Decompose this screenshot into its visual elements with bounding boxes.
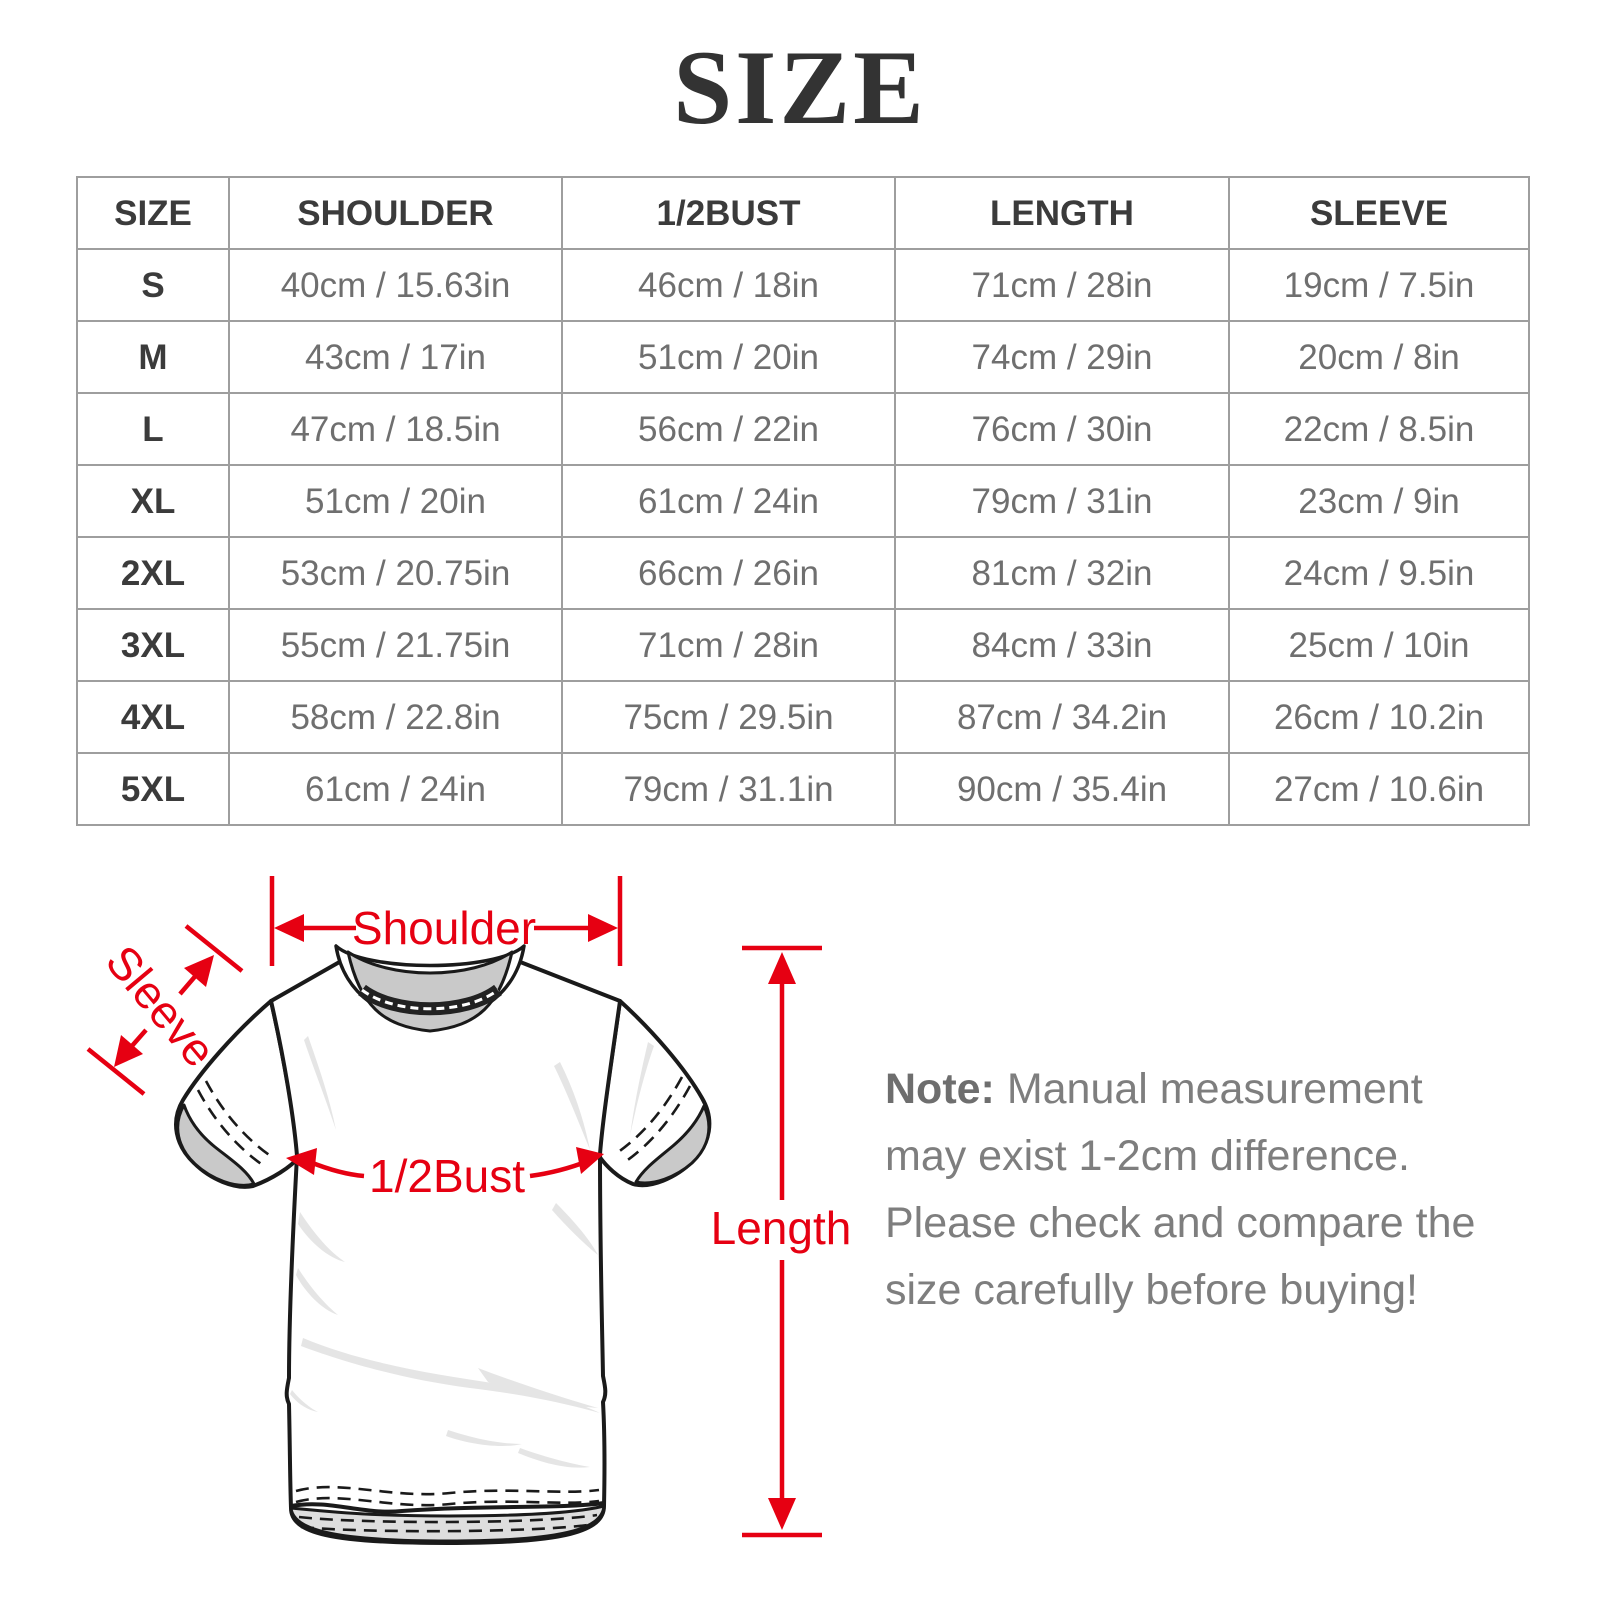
- measurement-cell: 22cm / 8.5in: [1228, 392, 1530, 466]
- table-row: L 47cm / 18.5in 56cm / 22in 76cm / 30in 22cm…: [76, 392, 1530, 466]
- measurement-cell: 43cm / 17in: [228, 320, 563, 394]
- column-header: LENGTH: [894, 176, 1230, 250]
- column-header: 1/2BUST: [561, 176, 896, 250]
- measurement-cell: 55cm / 21.75in: [228, 608, 563, 682]
- measurement-cell: 75cm / 29.5in: [561, 680, 896, 754]
- measurement-cell: 24cm / 9.5in: [1228, 536, 1530, 610]
- size-cell: XL: [76, 464, 230, 538]
- measurement-cell: 76cm / 30in: [894, 392, 1230, 466]
- measurement-cell: 56cm / 22in: [561, 392, 896, 466]
- size-table: SIZE SHOULDER 1/2BUST LENGTH SLEEVE S 40cm / …: [76, 176, 1530, 826]
- length-measure: Length: [711, 945, 852, 1538]
- measurement-cell: 81cm / 32in: [894, 536, 1230, 610]
- measurement-cell: 79cm / 31.1in: [561, 752, 896, 826]
- measurement-cell: 71cm / 28in: [561, 608, 896, 682]
- measurement-cell: 19cm / 7.5in: [1228, 248, 1530, 322]
- size-table-body: S 40cm / 15.63in 46cm / 18in 71cm / 28in 19c…: [76, 248, 1530, 826]
- note-body: Manual measurement may exist 1-2cm diffe…: [885, 1065, 1476, 1314]
- size-cell: 5XL: [76, 752, 230, 826]
- bust-measure: 1/2Bust: [286, 1147, 604, 1202]
- measurement-cell: 66cm / 26in: [561, 536, 896, 610]
- table-row: M 43cm / 17in 51cm / 20in 74cm / 29in 20cm /…: [76, 320, 1530, 394]
- measurement-cell: 58cm / 22.8in: [228, 680, 563, 754]
- measurement-cell: 51cm / 20in: [228, 464, 563, 538]
- measurement-cell: 71cm / 28in: [894, 248, 1230, 322]
- page-title: SIZE: [673, 29, 927, 146]
- measurement-cell: 87cm / 34.2in: [894, 680, 1230, 754]
- size-cell: L: [76, 392, 230, 466]
- measurement-cell: 61cm / 24in: [561, 464, 896, 538]
- column-header: SLEEVE: [1228, 176, 1530, 250]
- table-row: 4XL 58cm / 22.8in 75cm / 29.5in 87cm / 34.2…: [76, 680, 1530, 754]
- measurement-cell: 53cm / 20.75in: [228, 536, 563, 610]
- measurement-cell: 46cm / 18in: [561, 248, 896, 322]
- table-row: 2XL 53cm / 20.75in 66cm / 26in 81cm / 32in 2…: [76, 536, 1530, 610]
- table-row: 3XL 55cm / 21.75in 71cm / 28in 84cm / 33in 2…: [76, 608, 1530, 682]
- measurement-cell: 26cm / 10.2in: [1228, 680, 1530, 754]
- measurement-cell: 20cm / 8in: [1228, 320, 1530, 394]
- measurement-cell: 90cm / 35.4in: [894, 752, 1230, 826]
- measurement-cell: 61cm / 24in: [228, 752, 563, 826]
- shoulder-label: Shoulder: [352, 902, 536, 954]
- measurement-cell: 84cm / 33in: [894, 608, 1230, 682]
- bust-label: 1/2Bust: [369, 1150, 525, 1202]
- tshirt-body: [269, 954, 654, 1545]
- table-row: 5XL 61cm / 24in 79cm / 31.1in 90cm / 35.4in…: [76, 752, 1530, 826]
- size-cell: 3XL: [76, 608, 230, 682]
- size-cell: 4XL: [76, 680, 230, 754]
- size-cell: 2XL: [76, 536, 230, 610]
- measurement-cell: 51cm / 20in: [561, 320, 896, 394]
- measurement-cell: 25cm / 10in: [1228, 608, 1530, 682]
- shoulder-measure: Shoulder: [269, 876, 623, 966]
- measurement-cell: 74cm / 29in: [894, 320, 1230, 394]
- column-header: SIZE: [76, 176, 230, 250]
- tshirt-collar: [334, 944, 526, 1033]
- measurement-cell: 23cm / 9in: [1228, 464, 1530, 538]
- length-label: Length: [711, 1202, 852, 1254]
- note-label: Note:: [885, 1065, 995, 1113]
- measurement-cell: 27cm / 10.6in: [1228, 752, 1530, 826]
- table-row: XL 51cm / 20in 61cm / 24in 79cm / 31in 23cm …: [76, 464, 1530, 538]
- size-cell: M: [76, 320, 230, 394]
- sleeve-label: Sleeve: [96, 935, 226, 1076]
- note-text: Note: Manual measurement may exist 1-2cm…: [885, 1056, 1513, 1324]
- table-row: S 40cm / 15.63in 46cm / 18in 71cm / 28in 19c…: [76, 248, 1530, 322]
- measurement-cell: 47cm / 18.5in: [228, 392, 563, 466]
- measurement-cell: 40cm / 15.63in: [228, 248, 563, 322]
- size-table-header-row: SIZE SHOULDER 1/2BUST LENGTH SLEEVE: [76, 176, 1530, 250]
- measurement-cell: 79cm / 31in: [894, 464, 1230, 538]
- column-header: SHOULDER: [228, 176, 563, 250]
- size-cell: S: [76, 248, 230, 322]
